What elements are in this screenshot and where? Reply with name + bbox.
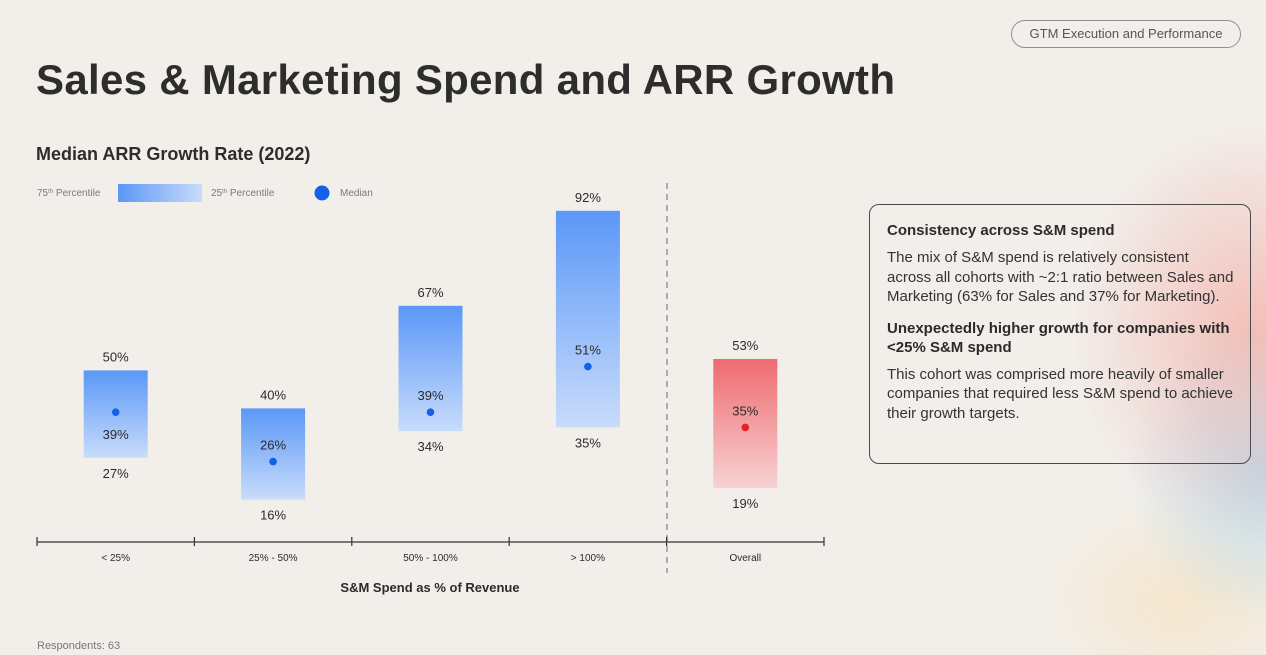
callout-body-consistency: The mix of S&M spend is relatively consi… [887,249,1234,305]
bars-group: 50% 27% 39% < 25% 40% 16% 26% 25% - 50% 67% 34% 39… [83,190,778,564]
page-title: Sales & Marketing Spend and ARR Growth [36,56,896,103]
bar-group-1: 40% 16% 26% 25% - 50% [241,387,306,564]
median-label: 39% [103,427,129,442]
legend-gradient-swatch [118,184,202,202]
bar-group-4: 53% 19% 35% Overall [713,338,778,564]
p75-label: 67% [417,285,443,300]
p25-label: 16% [260,508,286,523]
p75-label: 92% [575,190,601,205]
callout-heading-consistency: Consistency across S&M spend [887,222,1115,239]
p25-label: 35% [575,435,601,450]
median-dot [269,457,277,466]
legend-p25: 25th Percentile [211,188,275,199]
bar-group-2: 67% 34% 39% 50% - 100% [398,285,463,564]
p25-label: 34% [417,439,443,454]
insight-callout: Consistency across S&M spend The mix of … [869,204,1251,464]
median-dot [584,362,592,371]
category-label: Overall [729,553,761,564]
p25-label: 19% [732,496,758,511]
category-label: > 100% [571,553,605,564]
x-axis-ticks [36,537,825,546]
legend-median-dot [314,185,330,201]
category-label: 25% - 50% [249,553,298,564]
p75-label: 40% [260,387,286,402]
median-label: 35% [732,403,758,418]
chart-title: Median ARR Growth Rate (2022) [36,144,311,164]
x-axis-title: S&M Spend as % of Revenue [340,580,519,595]
median-label: 26% [260,438,286,453]
median-dot [741,423,750,432]
callout-body-growth: This cohort was comprised more heavily o… [887,365,1234,422]
median-label: 39% [417,388,443,403]
category-label: < 25% [101,553,130,564]
respondents-footnote: Respondents: 63 [37,640,121,652]
p75-label: 53% [732,338,758,353]
median-dot [111,408,120,417]
range-bar-chart: 75th Percentile 25th Percentile Median 5… [36,183,825,595]
category-label: 50% - 100% [403,553,458,564]
range-bar [241,408,306,500]
median-dot [426,408,435,417]
range-bar [555,210,620,428]
callout-heading-growth: Unexpectedly higher growth for companies… [887,319,1230,356]
p75-label: 50% [103,349,129,364]
bar-group-3: 92% 35% 51% > 100% [555,190,620,564]
section-tag: GTM Execution and Performance [1011,20,1241,48]
chart-legend: 75th Percentile 25th Percentile Median [37,184,373,202]
legend-p75: 75th Percentile [37,188,101,199]
bar-group-0: 50% 27% 39% < 25% [83,349,148,564]
p25-label: 27% [103,466,129,481]
median-label: 51% [575,343,601,358]
legend-median-label: Median [340,188,373,199]
